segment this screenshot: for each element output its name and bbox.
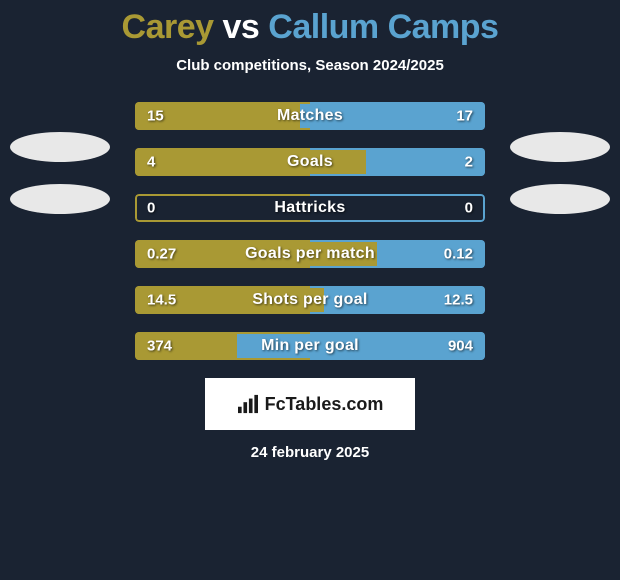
subtitle: Club competitions, Season 2024/2025 (0, 57, 620, 74)
logo-text: FcTables.com (265, 394, 384, 415)
stat-value-right: 17 (456, 108, 473, 125)
stat-row: Goals4 2 (135, 148, 485, 176)
stat-label: Goals per match (135, 245, 485, 263)
avatar (10, 132, 110, 162)
stat-value-left: 15 (147, 108, 164, 125)
stat-label: Shots per goal (135, 291, 485, 309)
stat-label: Min per goal (135, 337, 485, 355)
avatar (10, 184, 110, 214)
stat-value-left: 0 (147, 200, 155, 217)
stat-row: Hattricks0 0 (135, 194, 485, 222)
stat-value-right: 12.5 (444, 292, 473, 309)
stat-label: Goals (135, 153, 485, 171)
player2-avatars (505, 120, 615, 236)
stat-label: Hattricks (135, 199, 485, 217)
stat-rows: Matches15 17 Goals4 2 Hattricks0 0 Goals per m… (135, 102, 485, 360)
logo-box: FcTables.com (205, 378, 415, 430)
bar-chart-icon (237, 394, 259, 414)
stat-label: Matches (135, 107, 485, 125)
stat-value-left: 0.27 (147, 246, 176, 263)
stat-value-right: 0 (465, 200, 473, 217)
date: 24 february 2025 (0, 444, 620, 461)
stat-value-right: 2 (465, 154, 473, 171)
comparison-title: Carey vs Callum Camps (0, 8, 620, 47)
title-player2: Callum Camps (268, 8, 498, 46)
stat-row: Goals per match0.27 0.12 (135, 240, 485, 268)
avatar (510, 184, 610, 214)
stat-value-right: 904 (448, 338, 473, 355)
player1-avatars (5, 120, 115, 236)
stat-row: Matches15 17 (135, 102, 485, 130)
stat-value-left: 374 (147, 338, 172, 355)
stat-row: Shots per goal14.5 12.5 (135, 286, 485, 314)
title-player1: Carey (122, 8, 214, 46)
stat-value-left: 14.5 (147, 292, 176, 309)
stat-value-left: 4 (147, 154, 155, 171)
stat-value-right: 0.12 (444, 246, 473, 263)
stat-row: Min per goal374 904 (135, 332, 485, 360)
title-vs: vs (223, 8, 260, 46)
avatar (510, 132, 610, 162)
